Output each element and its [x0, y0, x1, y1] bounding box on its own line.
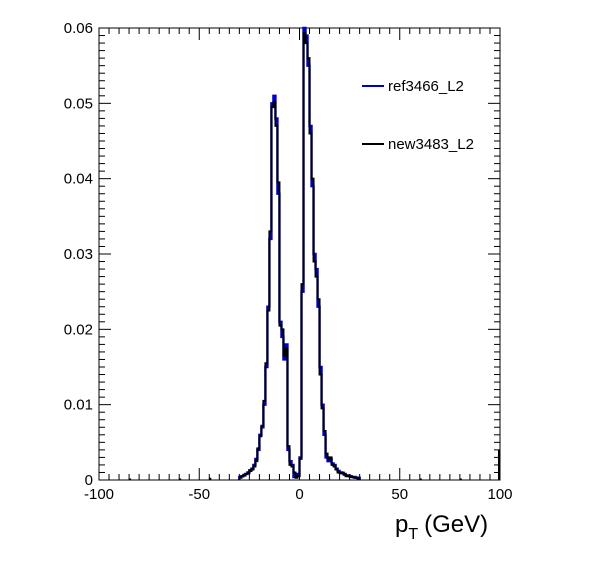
x-tick-label: -50 [188, 486, 210, 503]
tail-bin [209, 477, 212, 480]
tail-bin [497, 449, 500, 480]
tail-bin [419, 478, 422, 480]
y-tick-label: 0 [85, 472, 93, 489]
series-line-new3483_L2 [238, 32, 361, 480]
x-tick-label: 100 [487, 486, 512, 503]
legend: ref3466_L2 new3483_L2 [362, 78, 474, 153]
x-axis-title-sub: T [408, 526, 418, 543]
tail-bin [459, 478, 462, 480]
y-tick-label: 0.06 [64, 20, 93, 37]
histogram-series [129, 26, 500, 480]
y-tick-label: 0.02 [64, 321, 93, 338]
y-tick-label: 0.03 [64, 246, 93, 263]
series-line-ref3466_L2 [238, 26, 361, 480]
x-tick-label: -100 [84, 486, 114, 503]
y-tick-labels: 0 0.01 0.02 0.03 0.04 0.05 0.06 [64, 20, 93, 489]
tail-bin [179, 478, 182, 480]
y-tick-label: 0.05 [64, 95, 93, 112]
y-tick-label: 0.04 [64, 171, 93, 188]
plot-frame [98, 27, 501, 481]
legend-label-new3483_L2: new3483_L2 [388, 136, 474, 153]
x-axis-title-main: p [395, 511, 408, 538]
tail-bin [129, 478, 132, 480]
x-tick-labels: -100 -50 0 50 100 [84, 486, 513, 503]
y-tick-label: 0.01 [64, 397, 93, 414]
x-axis [98, 28, 501, 480]
x-tick-label: 0 [295, 486, 303, 503]
x-axis-title: pT (GeV) [395, 511, 488, 543]
x-tick-label: 50 [391, 486, 408, 503]
y-axis [99, 27, 500, 481]
x-axis-title-unit: (GeV) [424, 511, 488, 538]
legend-label-ref3466_L2: ref3466_L2 [388, 78, 464, 95]
